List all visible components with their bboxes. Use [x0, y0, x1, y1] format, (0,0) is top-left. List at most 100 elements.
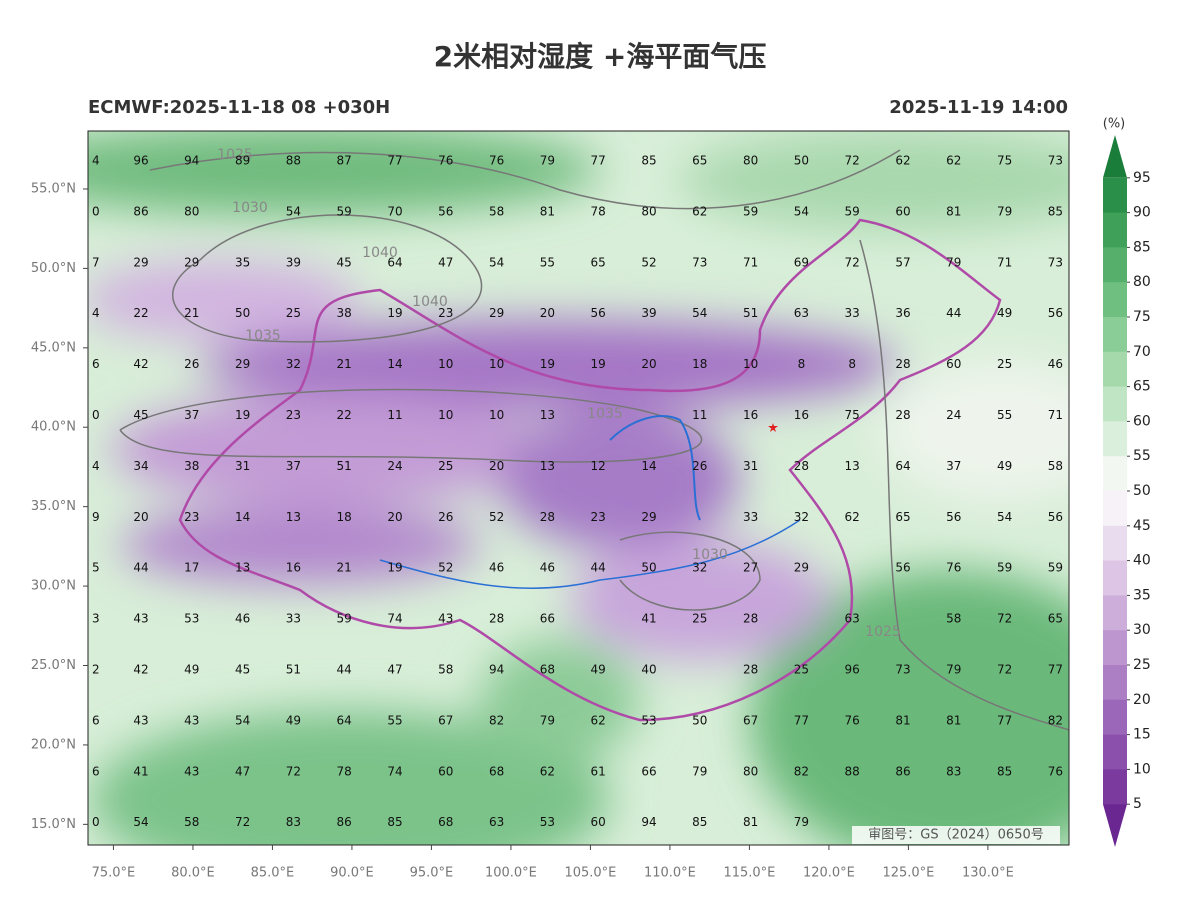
rh-value: 72	[845, 154, 860, 168]
rh-value: 23	[286, 408, 301, 422]
valid-time: 2025-11-19 14:00	[889, 97, 1068, 118]
colorbar-label: 30	[1133, 622, 1151, 638]
rh-value: 11	[387, 408, 402, 422]
colorbar-cap	[1103, 804, 1127, 847]
rh-value: 26	[184, 357, 199, 371]
rh-value: 21	[337, 357, 352, 371]
rh-value: 76	[1048, 764, 1063, 778]
isobar-label: 1030	[232, 200, 268, 216]
rh-value: 53	[540, 815, 555, 829]
rh-value: 10	[489, 357, 504, 371]
rh-value: 60	[591, 815, 606, 829]
rh-value: 50	[794, 154, 809, 168]
rh-value: 8	[848, 357, 856, 371]
colorbar-swatch	[1103, 317, 1127, 353]
rh-value: 80	[641, 204, 656, 218]
colorbar-swatch	[1103, 630, 1127, 666]
colorbar-label: 5	[1133, 796, 1142, 812]
rh-value: 54	[692, 306, 707, 320]
rh-value: 14	[641, 459, 656, 473]
colorbar-swatch	[1103, 665, 1127, 701]
rh-value: 82	[794, 764, 809, 778]
rh-value: 70	[387, 204, 402, 218]
rh-value: 72	[845, 255, 860, 269]
rh-value: 67	[743, 713, 758, 727]
rh-value: 58	[438, 663, 453, 677]
x-tick-label: 80.0°E	[171, 866, 215, 881]
rh-value: 59	[997, 561, 1012, 575]
rh-value: 0	[92, 408, 100, 422]
rh-value: 10	[438, 357, 453, 371]
rh-value: 56	[946, 510, 961, 524]
rh-value: 74	[387, 612, 402, 626]
rh-value: 4	[92, 306, 100, 320]
colorbar-swatch	[1103, 595, 1127, 631]
rh-value: 27	[743, 561, 758, 575]
rh-value: 3	[92, 612, 100, 626]
colorbar-cap	[1103, 135, 1127, 178]
rh-value: 28	[895, 408, 910, 422]
rh-value: 81	[946, 204, 961, 218]
rh-value: 50	[692, 713, 707, 727]
rh-value: 5	[92, 561, 100, 575]
rh-value: 58	[184, 815, 199, 829]
rh-value: 59	[1048, 561, 1063, 575]
rh-value: 51	[337, 459, 352, 473]
rh-value: 41	[133, 764, 148, 778]
rh-value: 94	[184, 154, 199, 168]
rh-value: 81	[743, 815, 758, 829]
colorbar-swatch	[1103, 699, 1127, 736]
rh-value: 16	[286, 561, 301, 575]
rh-value: 28	[540, 510, 555, 524]
rh-value: 56	[1048, 306, 1063, 320]
rh-value: 13	[540, 408, 555, 422]
rh-value: 57	[895, 255, 910, 269]
colorbar-label: 20	[1133, 692, 1151, 708]
colorbar-label: 10	[1133, 761, 1151, 777]
rh-value: 67	[438, 713, 453, 727]
rh-value: 86	[895, 764, 910, 778]
x-tick-label: 95.0°E	[410, 866, 454, 881]
rh-value: 2	[92, 663, 100, 677]
rh-value: 38	[184, 459, 199, 473]
rh-value: 19	[591, 357, 606, 371]
rh-value: 47	[438, 255, 453, 269]
rh-value: 52	[641, 255, 656, 269]
rh-value: 13	[286, 510, 301, 524]
y-tick-label: 30.0°N	[31, 579, 76, 594]
rh-value: 56	[438, 204, 453, 218]
beijing-star	[768, 423, 778, 432]
rh-value: 25	[997, 357, 1012, 371]
rh-value: 52	[438, 561, 453, 575]
rh-value: 54	[997, 510, 1012, 524]
rh-value: 6	[92, 713, 100, 727]
rh-value: 18	[337, 510, 352, 524]
rh-value: 0	[92, 815, 100, 829]
rh-value: 74	[387, 764, 402, 778]
colorbar-swatch	[1103, 525, 1127, 562]
rh-value: 46	[540, 561, 555, 575]
rh-value: 28	[489, 612, 504, 626]
colorbar-label: 85	[1133, 239, 1151, 255]
rh-value: 62	[845, 510, 860, 524]
rh-value: 35	[235, 255, 250, 269]
rh-value: 72	[997, 663, 1012, 677]
rh-value: 25	[794, 663, 809, 677]
rh-value: 55	[387, 713, 402, 727]
rh-value: 31	[235, 459, 250, 473]
rh-value: 40	[641, 663, 656, 677]
rh-value: 59	[845, 204, 860, 218]
rh-value: 53	[184, 612, 199, 626]
rh-value: 44	[591, 561, 606, 575]
colorbar-swatch	[1103, 177, 1127, 214]
rh-value: 65	[895, 510, 910, 524]
rh-value: 6	[92, 357, 100, 371]
rh-value: 46	[489, 561, 504, 575]
x-tick-label: 100.0°E	[485, 866, 537, 881]
rh-value: 10	[743, 357, 758, 371]
rh-value: 10	[489, 408, 504, 422]
colorbar-label: 80	[1133, 274, 1151, 290]
rh-value: 59	[743, 204, 758, 218]
